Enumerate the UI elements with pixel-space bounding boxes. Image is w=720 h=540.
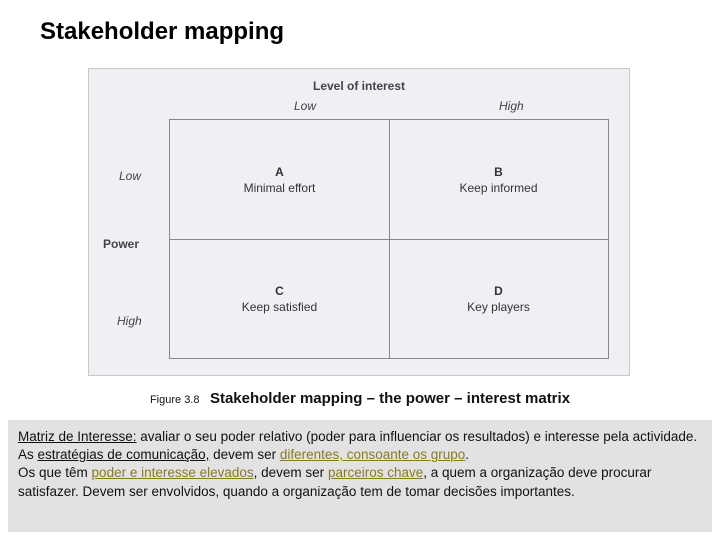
body-l3b: poder e interesse elevados	[92, 465, 254, 480]
quadrant-b: B Keep informed	[389, 120, 608, 239]
body-text: Matriz de Interesse: avaliar o seu poder…	[8, 420, 712, 532]
body-l2c: devem ser	[209, 447, 280, 462]
figure-caption-row: Figure 3.8 Stakeholder mapping – the pow…	[0, 390, 720, 408]
body-l2e: .	[465, 447, 469, 462]
figure-caption: Stakeholder mapping – the power – intere…	[210, 390, 570, 407]
col-label-low: Low	[294, 99, 316, 113]
axis-title-interest: Level of interest	[89, 79, 629, 93]
quadrant-c: C Keep satisfied	[170, 239, 389, 358]
quadrant-d: D Key players	[389, 239, 608, 358]
quadrant-d-label: Key players	[467, 300, 530, 314]
body-l2b: estratégias de comunicação,	[38, 447, 210, 462]
matrix-grid: A Minimal effort B Keep informed C Keep …	[169, 119, 609, 359]
col-label-high: High	[499, 99, 524, 113]
quadrant-a-label: Minimal effort	[244, 181, 316, 195]
row-label-high: High	[117, 314, 142, 328]
quadrant-a-letter: A	[275, 165, 284, 179]
quadrant-b-label: Keep informed	[459, 181, 537, 195]
body-l3a: Os que têm	[18, 465, 92, 480]
row-label-low: Low	[119, 169, 141, 183]
body-l3d: parceiros chave	[328, 465, 423, 480]
quadrant-c-letter: C	[275, 284, 284, 298]
body-l3c: , devem ser	[254, 465, 328, 480]
quadrant-d-letter: D	[494, 284, 503, 298]
matrix-figure: Level of interest Low High Low Power Hig…	[88, 68, 630, 376]
body-l2d: diferentes, consoante os grupo	[280, 447, 465, 462]
axis-title-power: Power	[103, 237, 139, 251]
figure-number: Figure 3.8	[150, 394, 200, 406]
quadrant-a: A Minimal effort	[170, 120, 389, 239]
body-l1a: Matriz de Interesse:	[18, 429, 137, 444]
quadrant-c-label: Keep satisfied	[242, 300, 317, 314]
body-l1b: avaliar o seu poder relativo (poder para…	[137, 429, 698, 444]
body-l2a: As	[18, 447, 38, 462]
page-title: Stakeholder mapping	[0, 0, 720, 46]
quadrant-b-letter: B	[494, 165, 503, 179]
